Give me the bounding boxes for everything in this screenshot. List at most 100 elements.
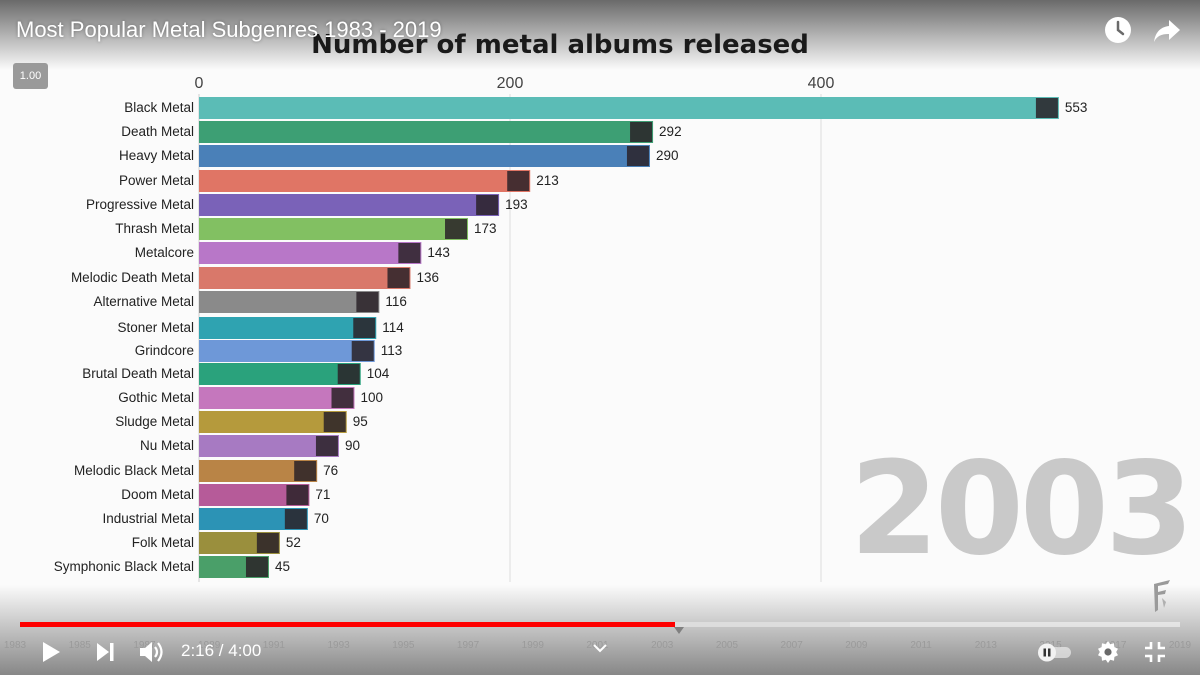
bar: [199, 435, 339, 457]
bar: [199, 508, 308, 530]
x-tick-label: 400: [808, 75, 835, 92]
value-label: 104: [367, 366, 390, 381]
value-label: 70: [314, 511, 329, 526]
bar: [199, 145, 650, 167]
value-label: 45: [275, 559, 290, 574]
bar: [199, 340, 375, 362]
category-label: Heavy Metal: [119, 148, 194, 163]
playback-speed-badge: 1.00: [13, 63, 48, 89]
album-cover-thumbnail: [331, 388, 354, 408]
album-cover-thumbnail: [353, 318, 376, 338]
share-icon[interactable]: [1152, 18, 1182, 44]
timeline-year-label: 2005: [715, 640, 739, 651]
year-label: 2003: [849, 435, 1194, 584]
value-label: 553: [1065, 100, 1088, 115]
bar: [199, 484, 310, 506]
category-label: Black Metal: [124, 100, 194, 115]
bar: [199, 170, 531, 192]
album-cover-thumbnail: [294, 461, 317, 481]
value-label: 76: [323, 463, 338, 478]
category-label: Doom Metal: [121, 487, 194, 502]
value-label: 71: [315, 487, 330, 502]
timeline-year-label: 1993: [327, 640, 350, 651]
value-label: 143: [427, 245, 450, 260]
category-label: Sludge Metal: [115, 414, 194, 429]
category-label: Alternative Metal: [93, 294, 194, 309]
timeline-year-label: 2009: [845, 640, 868, 651]
next-icon[interactable]: [95, 641, 117, 663]
album-cover-thumbnail: [315, 436, 338, 456]
album-cover-thumbnail: [286, 485, 309, 505]
category-label: Folk Metal: [132, 535, 194, 550]
exit-fullscreen-icon[interactable]: [1143, 640, 1167, 664]
bar: [199, 194, 500, 216]
category-label: Metalcore: [135, 245, 194, 260]
album-cover-thumbnail: [445, 219, 468, 239]
album-cover-thumbnail: [351, 341, 374, 361]
timeline-year-label: 1991: [262, 640, 285, 651]
value-label: 90: [345, 438, 360, 453]
timeline-year-label: 2003: [651, 640, 674, 651]
timeline-year-label: 1989: [198, 640, 221, 651]
timeline-year-label: 2007: [780, 640, 803, 651]
chart-title: Number of metal albums released: [311, 30, 809, 60]
channel-logo-icon: [1154, 580, 1170, 612]
value-label: 52: [286, 535, 301, 550]
album-cover-thumbnail: [356, 292, 379, 312]
category-label: Symphonic Black Metal: [54, 559, 194, 574]
bar: [199, 460, 318, 482]
bottom-gradient: [0, 585, 1200, 675]
category-label: Melodic Black Metal: [74, 463, 194, 478]
time-display: 2:16 / 4:00: [181, 641, 262, 660]
bar: [199, 387, 355, 409]
value-label: 114: [382, 320, 404, 335]
album-cover-thumbnail: [387, 268, 410, 288]
bar: [199, 218, 469, 240]
category-label: Grindcore: [135, 343, 194, 358]
timeline-year-label: 1987: [133, 640, 156, 651]
play-icon[interactable]: [40, 640, 62, 664]
value-label: 292: [659, 124, 682, 139]
scrubber-handle[interactable]: [674, 627, 684, 634]
value-label: 113: [381, 343, 403, 358]
album-cover-thumbnail: [476, 195, 499, 215]
top-gradient: [0, 0, 1200, 70]
album-cover-thumbnail: [256, 533, 279, 553]
timeline-year-label: 1983: [3, 640, 27, 651]
category-label: Melodic Death Metal: [71, 270, 194, 285]
category-label: Progressive Metal: [86, 197, 194, 212]
timeline-year-label: 2001: [586, 640, 609, 651]
timeline-year-label: 2013: [974, 640, 997, 651]
x-tick-label: 200: [497, 75, 524, 92]
timeline-year-label: 1995: [392, 640, 415, 651]
album-cover-thumbnail: [323, 412, 346, 432]
autoplay-toggle-icon[interactable]: [1035, 641, 1075, 663]
bar: [199, 363, 361, 385]
category-label: Brutal Death Metal: [82, 366, 194, 381]
timeline-year-label: 1997: [456, 640, 480, 651]
value-label: 173: [474, 221, 497, 236]
value-label: 213: [536, 173, 559, 188]
category-label: Thrash Metal: [115, 221, 194, 236]
value-label: 193: [505, 197, 528, 212]
album-cover-thumbnail: [398, 243, 421, 263]
album-cover-thumbnail: [1035, 98, 1058, 118]
x-tick-label: 0: [195, 75, 204, 92]
category-label: Death Metal: [121, 124, 194, 139]
bar: [199, 242, 422, 264]
progress-played[interactable]: [20, 622, 675, 627]
bar: [199, 317, 377, 339]
bar: [199, 411, 347, 433]
gear-icon[interactable]: [1096, 640, 1120, 664]
album-cover-thumbnail: [626, 146, 649, 166]
album-cover-thumbnail: [245, 557, 268, 577]
album-cover-thumbnail: [507, 171, 530, 191]
timeline-year-label: 1999: [521, 640, 544, 651]
bar: [199, 267, 411, 289]
video-title[interactable]: Most Popular Metal Subgenres 1983 - 2019: [16, 17, 442, 42]
volume-icon[interactable]: [138, 639, 166, 665]
chevron-down-icon[interactable]: [592, 642, 608, 654]
clock-icon[interactable]: [1103, 15, 1133, 45]
timeline-year-label: 2019: [1168, 640, 1192, 651]
